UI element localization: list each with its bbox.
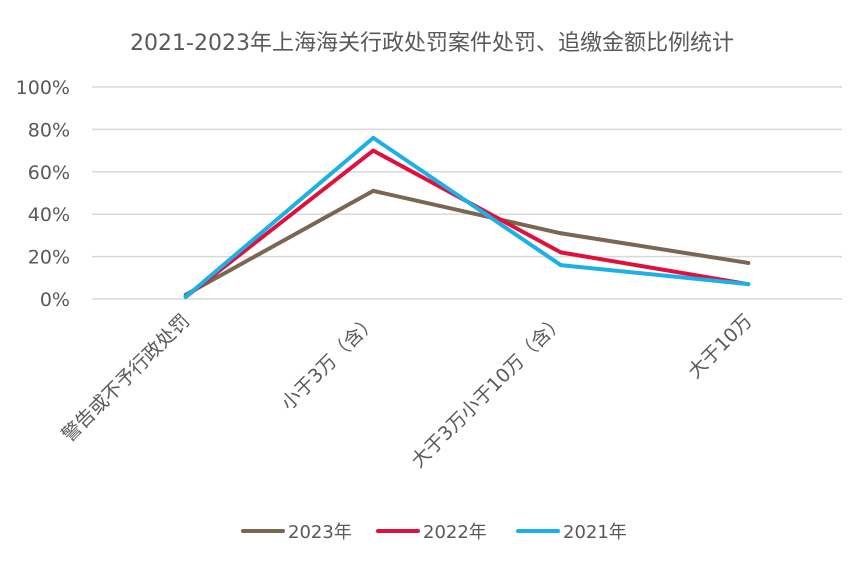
y-tick-label: 60% — [28, 162, 70, 184]
x-axis-categories: 警告或不予行政处罚 小于3万（含） 大于3万小于10万（含） 大于10万 — [58, 310, 757, 472]
data-point — [371, 148, 376, 153]
legend: 2023年 2022年 2021年 — [241, 522, 627, 543]
data-point — [746, 282, 751, 287]
y-tick-label: 20% — [28, 247, 70, 269]
data-point — [371, 188, 376, 193]
y-tick-label: 0% — [40, 289, 70, 311]
y-tick-label: 80% — [28, 119, 70, 141]
y-tick-label: 40% — [28, 204, 70, 226]
data-point — [183, 294, 188, 299]
legend-label: 2021年 — [563, 522, 627, 543]
x-category-label: 大于10万 — [684, 310, 757, 383]
x-category-label: 大于3万小于10万（含） — [407, 310, 569, 472]
legend-label: 2023年 — [288, 522, 352, 543]
data-point — [558, 231, 563, 236]
x-category-label: 小于3万（含） — [277, 310, 382, 415]
y-axis-ticks: 0% 20% 40% 60% 80% 100% — [16, 77, 70, 311]
y-tick-label: 100% — [16, 77, 70, 99]
data-point — [558, 250, 563, 255]
gridlines — [92, 86, 842, 300]
data-point — [746, 260, 751, 265]
series-line — [183, 135, 751, 299]
x-category-label: 警告或不予行政处罚 — [58, 310, 194, 446]
series-lines — [183, 135, 751, 299]
series-line — [183, 188, 751, 297]
chart-title: 2021-2023年上海海关行政处罚案件处罚、追缴金额比例统计 — [130, 31, 734, 56]
legend-label: 2022年 — [423, 522, 487, 543]
data-point — [558, 263, 563, 268]
data-point — [371, 135, 376, 140]
